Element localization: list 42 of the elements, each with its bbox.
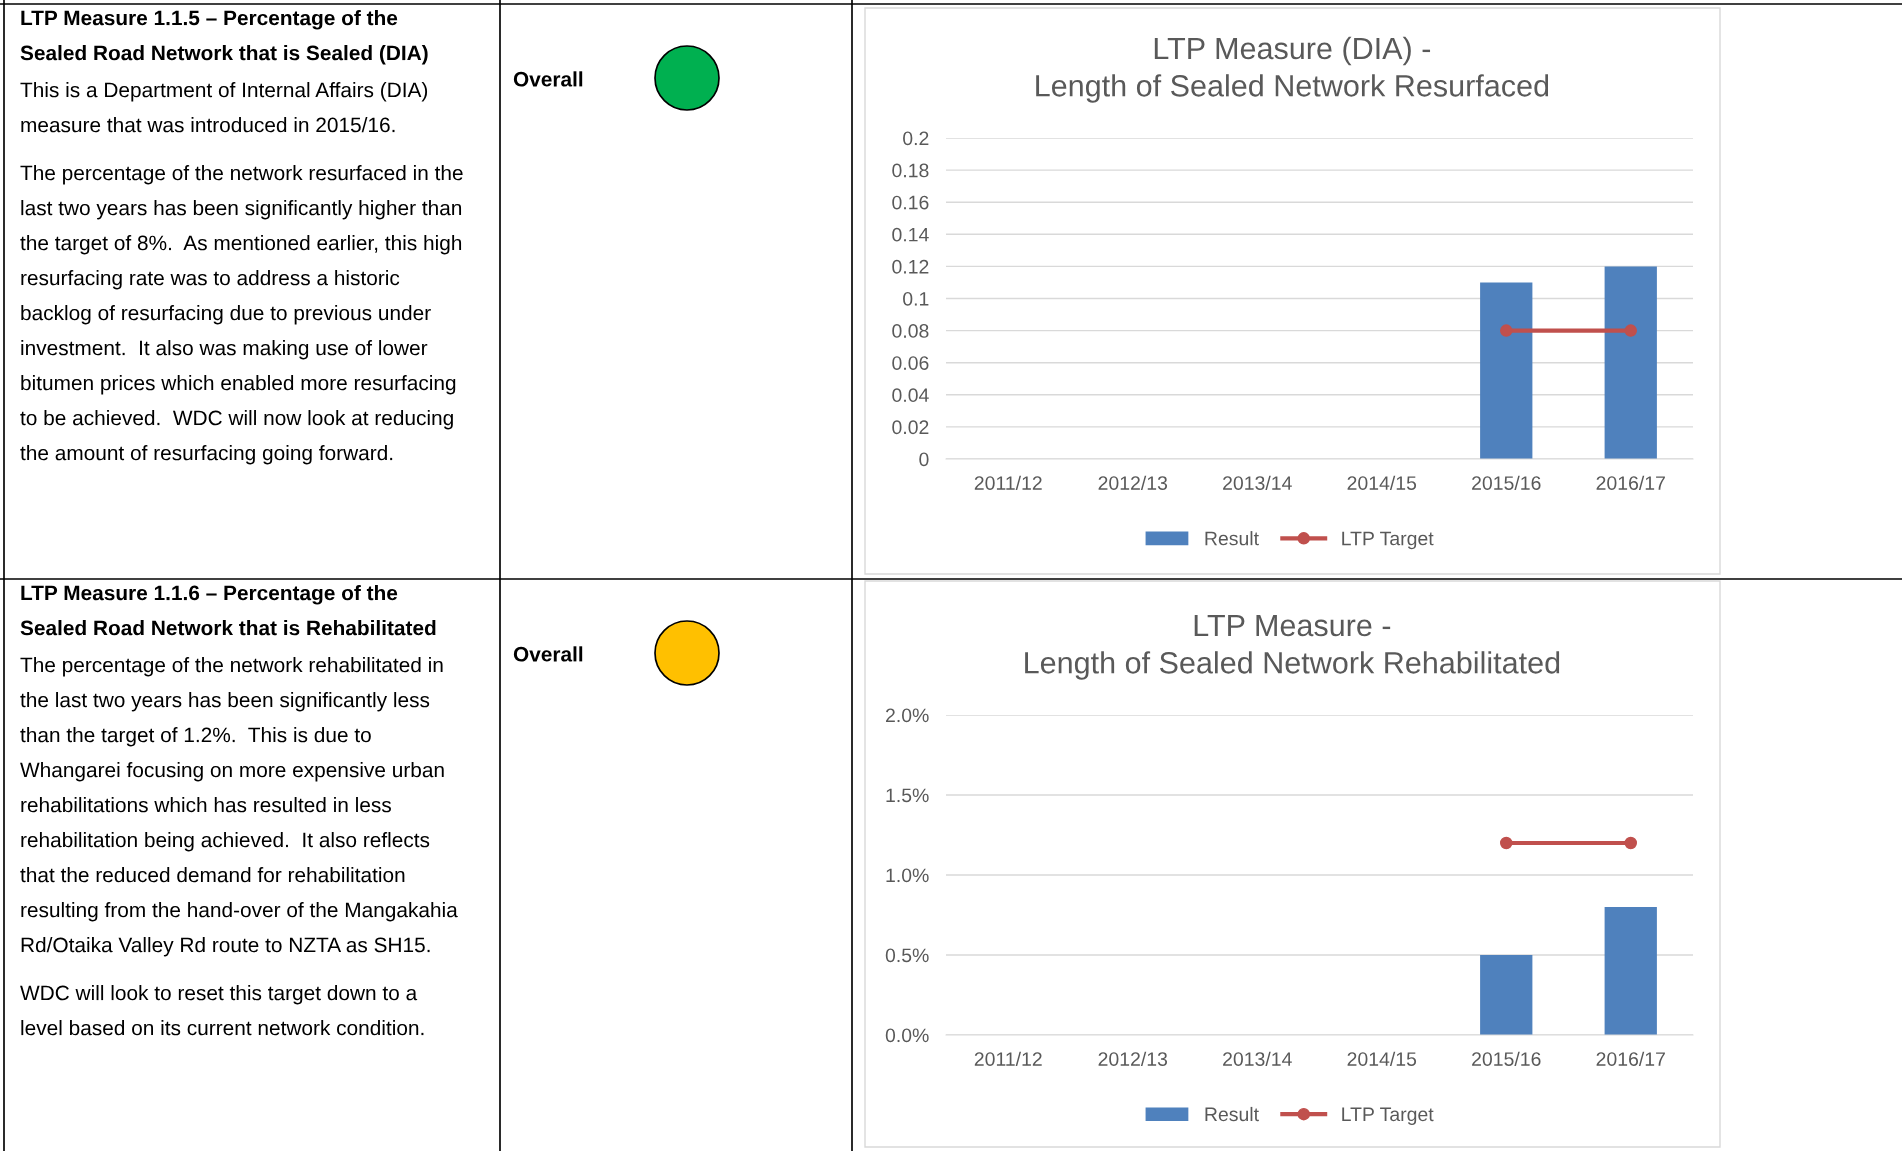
x-tick-label: 2013/14 xyxy=(1223,1051,1292,1066)
x-tick-label: 2013/14 xyxy=(1223,475,1292,490)
y-tick-label: 0.14 xyxy=(892,227,929,242)
x-tick-label: 2016/17 xyxy=(1596,1051,1665,1066)
x-tick-label: 2011/12 xyxy=(974,1051,1042,1066)
text: This is a Department of Internal Affairs (DIA) measure that was introduced in 2015/16. xyxy=(20,82,428,133)
x-tick-label: 2011/12 xyxy=(974,475,1042,490)
legend-label: Result xyxy=(1205,1106,1259,1122)
y-tick-label: 0.16 xyxy=(892,195,929,210)
x-tick-label: 2012/13 xyxy=(1098,475,1168,490)
y-tick-label: 0.12 xyxy=(892,259,929,274)
y-tick-label: 2.0% xyxy=(885,708,929,723)
y-tick-label: 0.08 xyxy=(892,324,929,338)
y-tick-label: 0 xyxy=(919,452,929,467)
chart-title: LTP Measure (DIA) - Length of Sealed Network Resurfaced xyxy=(1036,36,1549,103)
y-tick-label: 0.1 xyxy=(903,291,929,306)
x-tick-label: 2016/17 xyxy=(1596,475,1665,490)
x-tick-label: 2015/16 xyxy=(1472,1051,1541,1066)
text: Overall xyxy=(513,646,583,662)
y-tick-label: 0.18 xyxy=(892,163,929,178)
legend-label: LTP Target xyxy=(1342,531,1434,550)
chart-title: LTP Measure - Length of Sealed Network Rehabilitated xyxy=(1025,614,1560,680)
y-tick-label: 0.0% xyxy=(885,1028,929,1043)
x-tick-label: 2012/13 xyxy=(1098,1051,1168,1066)
text: The percentage of the network rehabilitated in the last two years has been significantly less than the target of 1.2%. This is due to Whangarei focusing on more expensive urban rehabilitations which has resulted in less rehabilitation being achieved. It also reflects that the reduced demand for rehabilitation resulting from the hand-over of the Mangakahia Rd/Otaika Valley Rd route to NZTA as SH15. xyxy=(20,657,458,957)
y-tick-label: 1.5% xyxy=(886,788,929,803)
y-tick-label: 0.02 xyxy=(892,420,929,435)
y-tick-label: 0.2 xyxy=(903,131,929,146)
legend-label: LTP Target xyxy=(1342,1107,1434,1126)
text: Overall xyxy=(513,71,583,87)
x-tick-label: 2014/15 xyxy=(1347,1051,1417,1066)
x-tick-label: 2014/15 xyxy=(1347,475,1417,490)
y-tick-label: 1.0% xyxy=(886,868,929,883)
y-tick-label: 0.04 xyxy=(892,388,929,403)
text: LTP Measure 1.1.6 – Percentage of the Sealed Road Network that is Rehabilitated xyxy=(20,585,436,636)
x-tick-label: 2015/16 xyxy=(1472,475,1541,490)
text: The percentage of the network resurfaced in the last two years has been significantly higher than the target of 8%. As mentioned earlier, this high resurfacing rate was to address a historic backlog of resurfacing due to previous under investment. It also was making use of lower bitumen prices which enabled more resurfacing to be achieved. WDC will now look at reducing the amount of resurfacing going forward. xyxy=(20,165,463,465)
legend-label: Result xyxy=(1205,531,1259,546)
text: LTP Measure 1.1.5 – Percentage of the Sealed Road Network that is Sealed (DIA) xyxy=(20,10,428,65)
y-tick-label: 0.5% xyxy=(885,948,929,963)
y-tick-label: 0.06 xyxy=(892,356,929,370)
text: WDC will look to reset this target down to a level based on its current network condition. xyxy=(20,985,424,1036)
